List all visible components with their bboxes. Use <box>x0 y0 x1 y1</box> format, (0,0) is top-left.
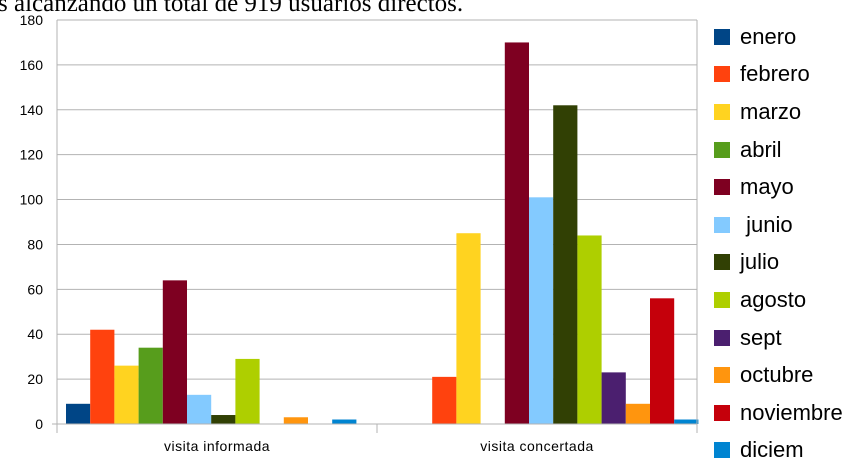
bar-diciem-0 <box>332 419 357 424</box>
legend-item-sept: sept <box>714 319 843 357</box>
bar-febrero-0 <box>90 329 115 424</box>
bar-junio-0 <box>187 394 212 424</box>
chart-legend: enero febrero marzo abril mayo junio julio ago… <box>714 18 843 469</box>
bar-marzo-1 <box>456 233 481 424</box>
legend-item-agosto: agosto <box>714 281 843 319</box>
y-tick-label-40: 40 <box>27 326 43 342</box>
legend-swatch <box>714 329 730 346</box>
y-tick-label-140: 140 <box>20 102 44 118</box>
legend-label: junio <box>740 211 793 237</box>
legend-item-noviembre: noviembre <box>714 394 843 432</box>
y-tick-label-180: 180 <box>20 12 44 28</box>
legend-item-junio: junio <box>714 206 843 244</box>
y-axis-tick-labels: 0 20 40 60 80 100 120 140 160 180 <box>20 12 44 432</box>
bar-marzo-0 <box>114 365 139 424</box>
chart-axes <box>52 20 698 433</box>
bar-chart: 0 20 40 60 80 100 120 140 160 180 visita informad… <box>20 12 699 454</box>
legend-label: mayo <box>740 174 794 200</box>
legend-item-febrero: febrero <box>714 56 843 94</box>
bar-mayo-1 <box>504 42 529 424</box>
legend-swatch <box>714 141 730 158</box>
legend-swatch <box>714 103 730 120</box>
bar-diciem-1 <box>674 419 699 424</box>
legend-label: agosto <box>740 286 807 312</box>
legend-label: diciem <box>740 437 804 463</box>
legend-label: julio <box>740 249 780 275</box>
y-tick-label-0: 0 <box>35 416 43 432</box>
legend-swatch <box>714 179 730 196</box>
bar-abril-0 <box>138 347 163 424</box>
bar-agosto-0 <box>235 358 260 424</box>
legend-swatch <box>714 291 730 308</box>
bar-julio-1 <box>553 105 578 425</box>
legend-item-octubre: octubre <box>714 356 843 394</box>
bar-agosto-1 <box>577 235 602 424</box>
legend-item-enero: enero <box>714 18 843 56</box>
y-tick-label-80: 80 <box>27 236 43 252</box>
legend-label: febrero <box>740 61 810 87</box>
legend-swatch <box>714 442 730 459</box>
bar-julio-0 <box>211 415 236 424</box>
legend-swatch <box>714 404 730 421</box>
legend-swatch <box>714 28 730 45</box>
legend-item-diciem: diciem <box>714 432 843 469</box>
legend-item-mayo: mayo <box>714 168 843 206</box>
legend-label: noviembre <box>740 399 843 425</box>
y-tick-label-20: 20 <box>27 371 43 387</box>
legend-label: enero <box>740 23 797 49</box>
y-tick-label-120: 120 <box>20 147 44 163</box>
legend-swatch <box>714 367 730 384</box>
legend-item-abril: abril <box>714 131 843 169</box>
bar-octubre-1 <box>625 403 650 424</box>
legend-swatch <box>714 216 730 233</box>
legend-label: sept <box>740 324 782 350</box>
bar-octubre-0 <box>283 417 308 424</box>
legend-swatch <box>714 66 730 83</box>
legend-label: octubre <box>740 362 814 388</box>
legend-label: marzo <box>740 98 802 124</box>
legend-item-julio: julio <box>714 244 843 282</box>
document-sentence-fragment: s alcanzando un total de 919 usuarios di… <box>0 0 464 17</box>
chart-bars <box>66 42 699 425</box>
legend-item-marzo: marzo <box>714 93 843 131</box>
y-tick-label-60: 60 <box>27 281 43 297</box>
x-category-label-1: visita concertada <box>480 438 594 454</box>
bar-junio-1 <box>529 197 554 424</box>
bar-enero-0 <box>66 403 91 424</box>
y-tick-label-160: 160 <box>20 57 44 73</box>
legend-label: abril <box>740 136 782 162</box>
x-category-label-0: visita informada <box>164 438 270 454</box>
legend-swatch <box>714 254 730 271</box>
x-axis-category-labels: visita informada visita concertada <box>164 438 594 454</box>
bar-mayo-0 <box>162 280 187 424</box>
bar-febrero-1 <box>432 376 457 424</box>
y-tick-label-100: 100 <box>20 192 44 208</box>
bar-noviembre-1 <box>650 298 675 424</box>
bar-sept-1 <box>601 372 626 424</box>
